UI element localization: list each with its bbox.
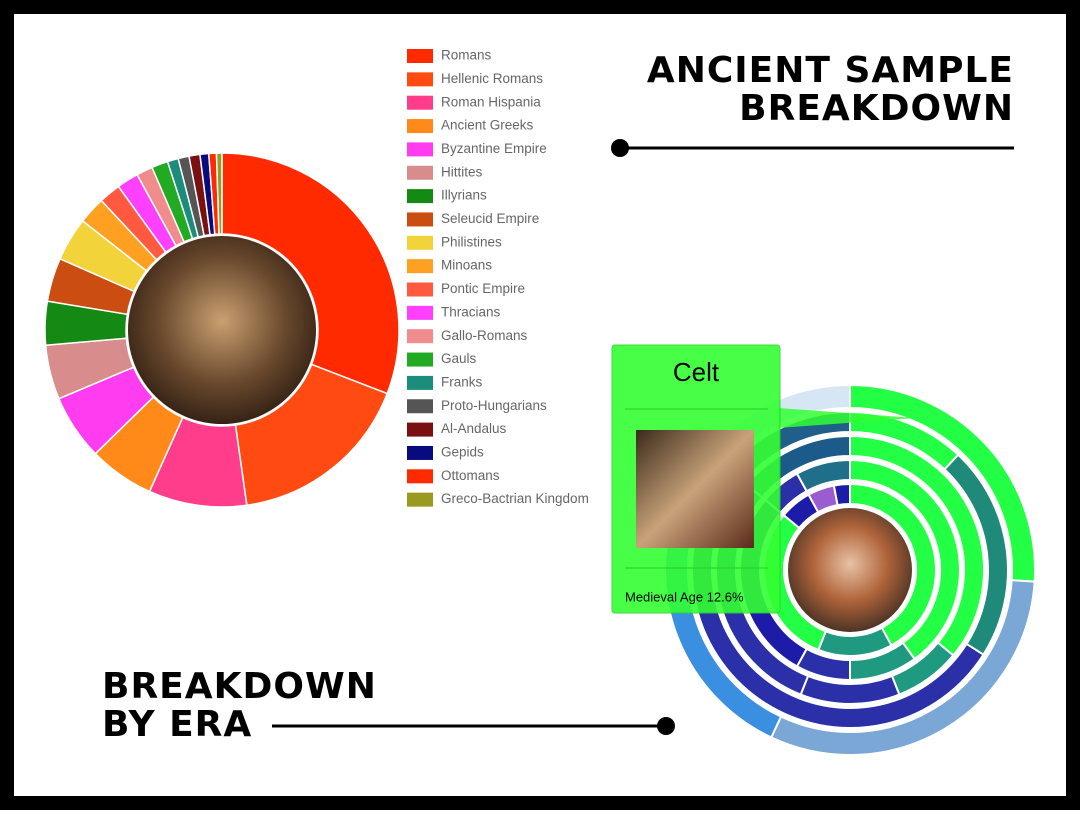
legend-swatch xyxy=(407,399,433,414)
legend-label: Gauls xyxy=(441,351,477,366)
legend-label: Illyrians xyxy=(441,188,487,203)
legend-swatch xyxy=(407,165,433,180)
legend-label: Minoans xyxy=(441,258,492,273)
legend: Romans Hellenic Romans Roman Hispania Ancie… xyxy=(407,48,589,507)
legend-swatch xyxy=(407,445,433,460)
legend-label: Proto-Hungarians xyxy=(441,398,547,413)
legend-swatch xyxy=(407,95,433,110)
heading-line: BREAKDOWN xyxy=(739,88,1014,129)
tooltip-image xyxy=(636,430,754,548)
legend-swatch xyxy=(407,492,433,507)
legend-label: Roman Hispania xyxy=(441,94,541,109)
legend-label: Philistines xyxy=(441,234,502,249)
legend-label: Hittites xyxy=(441,164,483,179)
legend-swatch xyxy=(407,305,433,320)
legend-swatch xyxy=(407,259,433,274)
donut-slice xyxy=(221,152,400,395)
tooltip-title: Celt xyxy=(673,357,720,387)
donut-chart xyxy=(44,152,400,508)
tooltip: Celt Medieval Age 12.6% xyxy=(611,344,915,614)
legend-swatch xyxy=(407,212,433,227)
heading-line: ANCIENT SAMPLE xyxy=(647,50,1014,91)
legend-label: Greco-Bactrian Kingdom xyxy=(441,491,589,506)
donut-slice xyxy=(215,152,223,235)
legend-swatch xyxy=(407,72,433,87)
tooltip-pointer xyxy=(778,408,915,428)
portrait xyxy=(128,236,316,424)
legend-swatch xyxy=(407,329,433,344)
heading-line: BREAKDOWN xyxy=(102,666,377,707)
legend-label: Seleucid Empire xyxy=(441,211,539,226)
legend-label: Hellenic Romans xyxy=(441,71,543,86)
portrait xyxy=(788,508,912,632)
legend-label: Gallo-Romans xyxy=(441,328,528,343)
tooltip-text: Medieval Age 12.6% xyxy=(625,589,744,604)
legend-label: Romans xyxy=(441,48,492,63)
heading-dot xyxy=(657,717,675,735)
sunburst-segment xyxy=(795,458,851,493)
heading-dot xyxy=(611,139,629,157)
legend-swatch xyxy=(407,49,433,63)
legend-label: Pontic Empire xyxy=(441,281,525,296)
legend-swatch xyxy=(407,375,433,390)
legend-swatch xyxy=(407,282,433,297)
legend-swatch xyxy=(407,142,433,157)
legend-swatch xyxy=(407,235,433,250)
legend-label: Byzantine Empire xyxy=(441,141,547,156)
legend-label: Franks xyxy=(441,374,483,389)
legend-label: Gepids xyxy=(441,445,484,460)
legend-label: Al-Andalus xyxy=(441,421,507,436)
legend-swatch xyxy=(407,119,433,134)
legend-label: Thracians xyxy=(441,304,501,319)
heading-line: BY ERA xyxy=(102,704,252,745)
legend-swatch xyxy=(407,469,433,484)
legend-swatch xyxy=(407,422,433,437)
legend-label: Ottomans xyxy=(441,468,500,483)
sunburst-segment xyxy=(832,482,851,507)
legend-label: Ancient Greeks xyxy=(441,118,534,133)
legend-swatch xyxy=(407,189,433,204)
legend-swatch xyxy=(407,352,433,367)
